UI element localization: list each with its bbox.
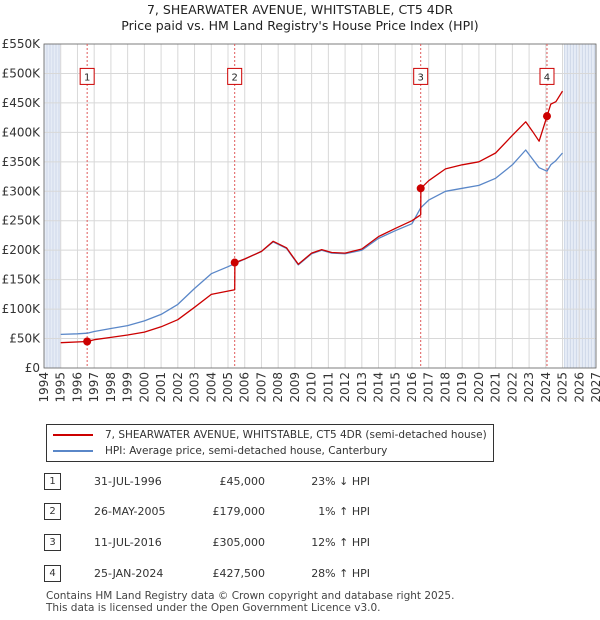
sale-point (416, 184, 425, 193)
sale-number-box (227, 67, 243, 85)
transaction-number: 4 (44, 565, 61, 582)
x-tick-label: 1994 (37, 372, 51, 403)
sale-number-label: 4 (544, 72, 550, 83)
x-tick-label: 1999 (121, 372, 135, 403)
x-tick-label: 2019 (455, 372, 469, 403)
x-tick-label: 2012 (338, 372, 352, 403)
sale-number-label: 3 (418, 72, 424, 83)
shaded-range (564, 44, 596, 368)
x-tick-label: 2006 (238, 372, 252, 403)
transaction-date: 11-JUL-2016 (94, 536, 162, 549)
x-tick-label: 2010 (305, 372, 319, 403)
y-tick-label: £100K (2, 302, 42, 316)
x-tick-label: 2023 (522, 372, 536, 403)
footer-licence: This data is licensed under the Open Gov… (46, 602, 381, 614)
y-tick-label: £250K (2, 214, 42, 228)
y-tick-label: £450K (2, 96, 42, 110)
x-tick-label: 2018 (438, 372, 452, 403)
transaction-hpi: 28% ↑ HPI (311, 567, 370, 580)
transaction-date: 25-JAN-2024 (94, 567, 164, 580)
legend-item-hpi: HPI: Average price, semi-detached house,… (53, 443, 387, 459)
transaction-number: 2 (44, 503, 61, 520)
transaction-number: 3 (44, 534, 61, 551)
y-tick-label: £300K (2, 184, 42, 198)
transaction-hpi: 12% ↑ HPI (311, 536, 370, 549)
legend-label-price: 7, SHEARWATER AVENUE, WHITSTABLE, CT5 4D… (105, 429, 487, 441)
legend-item-price: 7, SHEARWATER AVENUE, WHITSTABLE, CT5 4D… (53, 427, 487, 443)
x-tick-label: 2001 (154, 372, 168, 403)
transaction-hpi: 1% ↑ HPI (318, 505, 370, 518)
y-tick-label: £200K (2, 243, 42, 257)
x-tick-label: 2007 (254, 372, 268, 403)
price-paid-line (60, 90, 564, 344)
y-tick-label: £0 (25, 361, 40, 375)
chart-title: 7, SHEARWATER AVENUE, WHITSTABLE, CT5 4D… (146, 2, 454, 17)
x-tick-label: 2021 (489, 372, 503, 403)
y-tick-label: £500K (2, 66, 42, 80)
x-tick-label: 2025 (556, 372, 570, 403)
transaction-date: 31-JUL-1996 (94, 475, 162, 488)
x-tick-label: 2020 (472, 372, 486, 403)
transaction-price: £179,000 (212, 505, 266, 518)
x-tick-label: 2014 (372, 372, 386, 403)
legend-swatch-price (53, 434, 93, 436)
table-row: 3 11-JUL-2016 £305,000 12% ↑ HPI (40, 533, 460, 553)
legend-label-hpi: HPI: Average price, semi-detached house,… (105, 445, 388, 457)
chart-subtitle: Price paid vs. HM Land Registry's House … (121, 18, 479, 33)
x-tick-label: 2027 (589, 372, 600, 403)
sale-point (230, 258, 239, 267)
legend: 7, SHEARWATER AVENUE, WHITSTABLE, CT5 4D… (46, 424, 494, 462)
sale-number-label: 2 (232, 72, 238, 83)
sale-point (542, 112, 551, 121)
transaction-price: £45,000 (219, 475, 266, 488)
x-tick-label: 2015 (388, 372, 402, 403)
y-tick-label: £50K (9, 332, 41, 346)
plot-border (43, 43, 597, 369)
x-tick-label: 2002 (171, 372, 185, 403)
x-tick-label: 2008 (271, 372, 285, 403)
legend-swatch-hpi (53, 450, 93, 452)
plot-area (44, 44, 596, 368)
x-tick-label: 2016 (405, 372, 419, 403)
table-row: 1 31-JUL-1996 £45,000 23% ↓ HPI (40, 472, 460, 492)
transaction-hpi: 23% ↓ HPI (311, 475, 370, 488)
footer-copyright: Contains HM Land Registry data © Crown c… (46, 590, 455, 602)
x-tick-label: 2009 (288, 372, 302, 403)
x-tick-label: 1998 (104, 372, 118, 403)
sale-number-box (413, 67, 429, 85)
price-chart: £0 £50K £100K £150K £200K £250K £300K £350K £400… (2, 37, 600, 403)
x-tick-label: 1997 (87, 372, 101, 403)
x-tick-label: 2004 (204, 372, 218, 403)
y-tick-label: £550K (2, 37, 42, 51)
sale-number-box (539, 67, 555, 85)
sale-number-box (79, 67, 95, 85)
sale-number-label: 1 (84, 72, 90, 83)
transaction-price: £305,000 (212, 536, 266, 549)
x-tick-label: 2013 (355, 372, 369, 403)
y-tick-label: £350K (2, 155, 42, 169)
x-tick-label: 2003 (188, 372, 202, 403)
transaction-number: 1 (44, 473, 61, 490)
y-tick-label: £150K (2, 273, 42, 287)
x-tick-label: 2005 (221, 372, 235, 403)
transaction-price: £427,500 (212, 567, 266, 580)
x-tick-label: 2011 (321, 372, 335, 403)
x-tick-label: 2017 (422, 372, 436, 403)
sale-point (83, 337, 92, 346)
x-tick-label: 2024 (539, 372, 553, 403)
table-row: 4 25-JAN-2024 £427,500 28% ↑ HPI (40, 564, 460, 584)
x-tick-label: 2000 (137, 372, 151, 403)
x-tick-label: 2026 (572, 372, 586, 403)
x-tick-label: 2022 (505, 372, 519, 403)
transaction-date: 26-MAY-2005 (94, 505, 166, 518)
shaded-range (44, 44, 61, 368)
x-tick-label: 1996 (70, 372, 84, 403)
y-tick-label: £400K (2, 125, 42, 139)
x-tick-label: 1995 (54, 372, 68, 403)
table-row: 2 26-MAY-2005 £179,000 1% ↑ HPI (40, 502, 460, 522)
